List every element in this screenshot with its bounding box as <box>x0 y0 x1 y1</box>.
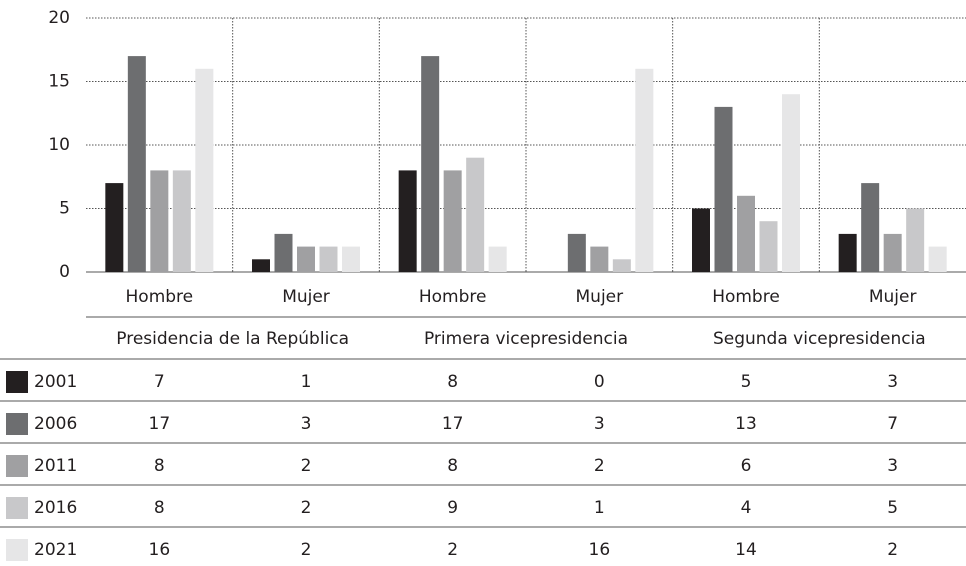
bar <box>635 68 654 272</box>
bar <box>759 221 778 272</box>
table-cell: 8 <box>447 372 458 392</box>
bar <box>782 94 800 272</box>
table-cell: 2 <box>447 540 458 560</box>
bar <box>274 233 293 272</box>
y-tick-label: 15 <box>48 72 70 92</box>
legend-swatch <box>6 497 28 519</box>
table-cell: 13 <box>735 414 757 434</box>
group-label: Primera vicepresidencia <box>424 329 628 349</box>
bar <box>567 233 586 272</box>
table-cell: 2 <box>301 456 312 476</box>
table-cell: 2 <box>887 540 898 560</box>
bar <box>195 68 214 272</box>
table-cell: 3 <box>887 372 898 392</box>
bar <box>150 170 169 272</box>
legend-label: 2001 <box>34 372 77 392</box>
legend-swatch <box>6 539 28 561</box>
bar <box>466 157 485 272</box>
table-cell: 8 <box>154 456 165 476</box>
bar <box>692 208 710 272</box>
bar <box>398 170 417 272</box>
y-tick-label: 0 <box>59 262 70 282</box>
bar <box>342 246 360 272</box>
bar <box>105 183 124 272</box>
bar <box>297 246 315 272</box>
x-tick-label: Mujer <box>576 287 624 307</box>
legend-label: 2021 <box>34 540 77 560</box>
x-tick-label: Hombre <box>419 287 487 307</box>
legend-label: 2011 <box>34 456 77 476</box>
y-tick-label: 10 <box>48 135 70 155</box>
table-cell: 16 <box>149 540 171 560</box>
bar <box>319 246 338 272</box>
table-cell: 17 <box>442 414 464 434</box>
table-cell: 16 <box>589 540 611 560</box>
bar <box>127 56 146 272</box>
table-cell: 14 <box>735 540 757 560</box>
bar <box>838 233 857 272</box>
table-cell: 3 <box>301 414 312 434</box>
table-cell: 4 <box>741 498 752 518</box>
legend-swatch <box>6 455 28 477</box>
x-tick-label: Hombre <box>712 287 780 307</box>
legend-label: 2016 <box>34 498 77 518</box>
bar <box>737 195 755 272</box>
x-tick-label: Mujer <box>282 287 330 307</box>
group-label: Segunda vicepresidencia <box>713 329 926 349</box>
table-cell: 8 <box>447 456 458 476</box>
bar <box>861 183 880 272</box>
legend-swatch <box>6 413 28 435</box>
table-cell: 2 <box>301 498 312 518</box>
table-cell: 7 <box>887 414 898 434</box>
table-cell: 5 <box>741 372 752 392</box>
group-label: Presidencia de la República <box>116 329 349 349</box>
table-cell: 9 <box>447 498 458 518</box>
table-cell: 3 <box>887 456 898 476</box>
table-cell: 7 <box>154 372 165 392</box>
table-cell: 1 <box>594 498 605 518</box>
y-tick-label: 5 <box>59 199 70 219</box>
bar <box>488 246 507 272</box>
legend-swatch <box>6 371 28 393</box>
table-cell: 17 <box>149 414 171 434</box>
table-cell: 0 <box>594 372 605 392</box>
legend-label: 2006 <box>34 414 77 434</box>
bar <box>252 259 270 272</box>
bar <box>421 56 440 272</box>
y-tick-label: 20 <box>48 8 70 28</box>
table-cell: 3 <box>594 414 605 434</box>
table-cell: 1 <box>301 372 312 392</box>
bar <box>612 259 631 272</box>
bar <box>928 246 947 272</box>
table-cell: 5 <box>887 498 898 518</box>
bar <box>883 233 902 272</box>
bar <box>443 170 462 272</box>
table-cell: 2 <box>301 540 312 560</box>
x-tick-label: Hombre <box>126 287 194 307</box>
bar <box>590 246 609 272</box>
table-cell: 8 <box>154 498 165 518</box>
table-cell: 2 <box>594 456 605 476</box>
bar <box>906 208 925 272</box>
x-tick-label: Mujer <box>869 287 917 307</box>
bar <box>172 170 191 272</box>
bar <box>714 106 733 273</box>
table-cell: 6 <box>741 456 752 476</box>
